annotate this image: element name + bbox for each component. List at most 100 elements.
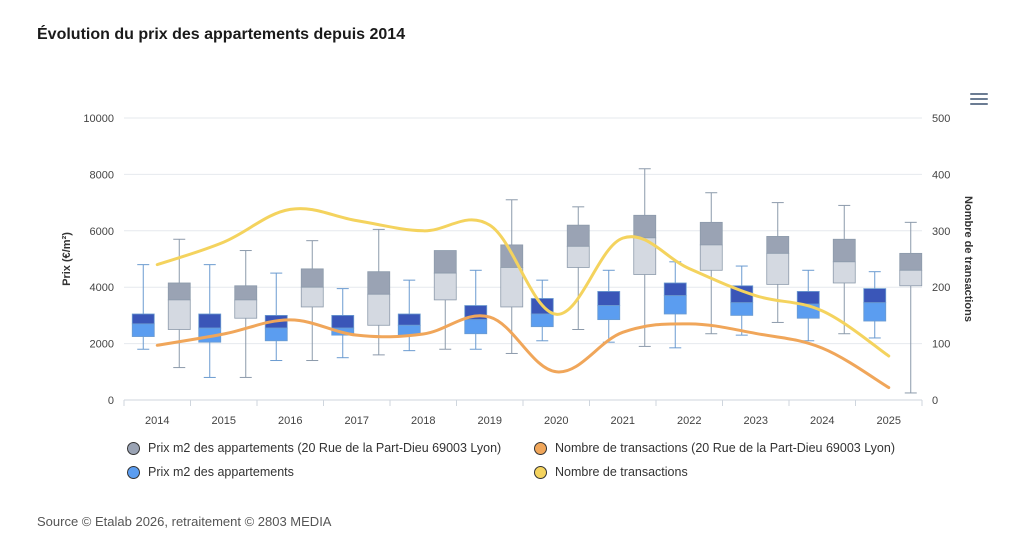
box-blue — [131, 264, 155, 350]
y-left-tick-label: 10000 — [83, 113, 114, 125]
x-tick-label: 2014 — [145, 415, 169, 427]
box-upper — [796, 291, 820, 305]
box-upper — [663, 282, 687, 297]
box-gray — [633, 168, 657, 347]
box-lower — [699, 244, 723, 271]
legend-dot-orange-icon — [534, 441, 547, 455]
x-tick-label: 2024 — [810, 415, 834, 427]
x-tick-label: 2020 — [544, 415, 568, 427]
chart-title: Évolution du prix des appartements depui… — [37, 26, 406, 43]
box-upper — [367, 271, 391, 295]
box-lower — [131, 323, 155, 337]
box-lower — [300, 286, 324, 308]
y-left-axis-title: Prix (€/m²) — [61, 232, 73, 286]
box-gray — [433, 250, 457, 350]
y-left-tick-label: 4000 — [90, 282, 114, 294]
legend-label: Nombre de transactions (20 Rue de la Par… — [555, 441, 896, 455]
box-lower — [367, 293, 391, 326]
box-blue — [464, 269, 488, 350]
x-tick-label: 2022 — [677, 415, 701, 427]
box-blue — [264, 272, 288, 362]
legend-item-yellow-line[interactable]: Nombre de transactions — [534, 465, 688, 479]
box-upper — [131, 313, 155, 325]
y-right-tick-label: 300 — [932, 226, 950, 238]
legend-dot-blue-icon — [127, 465, 140, 479]
x-tick-label: 2018 — [411, 415, 435, 427]
x-tick-label: 2019 — [478, 415, 502, 427]
box-gray — [300, 240, 324, 362]
box-lower — [766, 252, 790, 285]
box-blue — [597, 269, 621, 343]
box-lower — [863, 302, 887, 322]
y-left-tick-label: 2000 — [90, 339, 114, 351]
box-lower — [633, 237, 657, 275]
box-upper — [566, 224, 590, 247]
box-upper — [433, 250, 457, 274]
box-lower — [566, 245, 590, 268]
y-right-tick-label: 200 — [932, 282, 950, 294]
y-right-tick-label: 400 — [932, 169, 950, 181]
y-left-tick-label: 6000 — [90, 226, 114, 238]
box-gray — [167, 238, 191, 369]
y-right-tick-label: 500 — [932, 113, 950, 125]
box-gray — [234, 250, 258, 378]
box-lower — [899, 269, 923, 287]
box-gray — [766, 202, 790, 323]
hamburger-menu-icon[interactable] — [968, 90, 990, 108]
box-upper — [331, 314, 355, 329]
box-lower — [464, 319, 488, 335]
legend-item-blue-box[interactable]: Prix m2 des appartements — [127, 465, 294, 479]
legend-label: Nombre de transactions — [555, 465, 688, 479]
source-credit: Source © Etalab 2026, retraitement © 280… — [37, 514, 332, 529]
box-upper — [167, 282, 191, 301]
box-gray — [367, 228, 391, 356]
y-left-tick-label: 8000 — [90, 169, 114, 181]
box-upper — [597, 291, 621, 306]
legend-item-orange-line[interactable]: Nombre de transactions (20 Rue de la Par… — [534, 441, 895, 455]
box-gray — [899, 221, 923, 394]
box-gray — [832, 204, 856, 335]
legend-label: Prix m2 des appartements — [148, 465, 294, 479]
y-right-tick-label: 0 — [932, 395, 938, 407]
box-upper — [699, 221, 723, 246]
box-blue — [198, 264, 222, 378]
legend-dot-yellow-icon — [534, 465, 547, 479]
legend-item-gray-box[interactable]: Prix m2 des appartements (20 Rue de la P… — [127, 441, 501, 455]
x-tick-label: 2017 — [345, 415, 369, 427]
box-lower — [530, 313, 554, 328]
box-upper — [766, 236, 790, 254]
box-lower — [730, 302, 754, 316]
legend-dot-gray-icon — [127, 441, 140, 455]
x-tick-label: 2021 — [611, 415, 635, 427]
box-blue — [397, 279, 421, 352]
box-gray — [500, 199, 524, 354]
box-gray — [699, 192, 723, 335]
box-upper — [832, 238, 856, 263]
box-upper — [234, 285, 258, 301]
box-blue — [663, 261, 687, 349]
box-upper — [300, 268, 324, 288]
x-tick-label: 2015 — [212, 415, 236, 427]
box-upper — [198, 313, 222, 329]
box-gray — [566, 206, 590, 330]
box-lower — [433, 272, 457, 301]
box-blue — [331, 288, 355, 359]
box-upper — [899, 252, 923, 271]
legend-label: Prix m2 des appartements (20 Rue de la P… — [148, 441, 502, 455]
box-blue — [730, 265, 754, 336]
box-blue — [863, 271, 887, 339]
box-lower — [663, 295, 687, 315]
box-lower — [264, 327, 288, 342]
x-tick-label: 2025 — [877, 415, 901, 427]
line-series-yellow — [155, 207, 891, 358]
box-upper — [633, 214, 657, 239]
box-lower — [500, 267, 524, 308]
x-tick-label: 2016 — [278, 415, 302, 427]
box-lower — [597, 305, 621, 321]
box-lower — [832, 261, 856, 284]
box-lower — [234, 299, 258, 319]
chart-canvas: 0 2000 4000 6000 8000 10000 0 100 200 300 400 500 20… — [61, 113, 974, 427]
x-tick-label: 2023 — [744, 415, 768, 427]
line-series-orange — [155, 314, 891, 390]
y-right-tick-label: 100 — [932, 339, 950, 351]
